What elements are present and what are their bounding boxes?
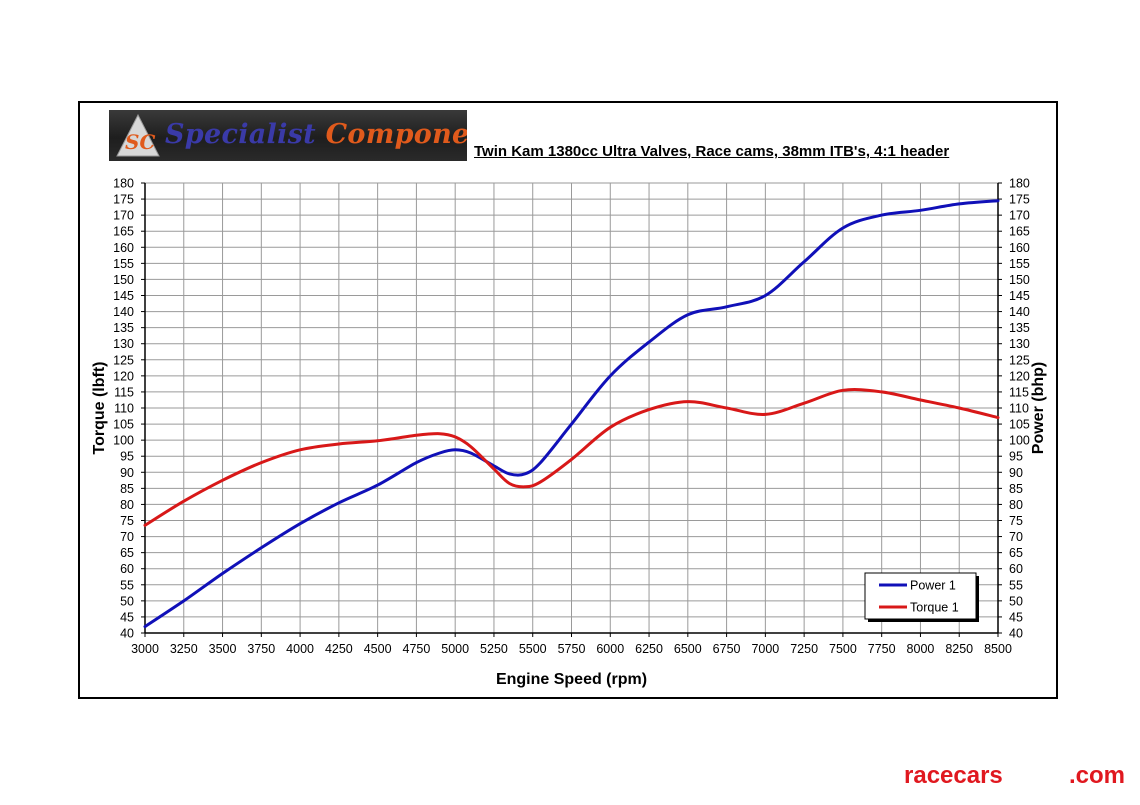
y-tick-label-left: 110 — [114, 402, 134, 416]
y-tick-label-right: 80 — [1009, 498, 1023, 512]
y-tick-label-left: 45 — [120, 610, 134, 624]
y-tick-label-right: 100 — [1009, 434, 1030, 448]
legend-label-torque-1: Torque 1 — [910, 601, 959, 615]
y-tick-label-right: 90 — [1009, 466, 1023, 480]
y-tick-label-right: 180 — [1009, 177, 1030, 191]
series-line-power-1 — [143, 199, 1000, 629]
y-tick-label-left: 140 — [113, 305, 134, 319]
y-tick-label-left: 175 — [113, 193, 134, 207]
y-tick-label-right: 165 — [1009, 225, 1030, 239]
x-tick-label: 4250 — [325, 642, 353, 656]
y-tick-label-left: 90 — [120, 466, 134, 480]
x-tick-label: 3000 — [131, 642, 159, 656]
y-tick-label-left: 115 — [114, 385, 134, 399]
y-tick-label-right: 85 — [1009, 482, 1023, 496]
y-tick-label-left: 40 — [120, 627, 134, 641]
x-tick-label: 7250 — [790, 642, 818, 656]
x-tick-label: 8000 — [907, 642, 935, 656]
x-tick-label: 4500 — [364, 642, 392, 656]
y-tick-label-right: 115 — [1009, 385, 1029, 399]
y-tick-label-right: 55 — [1009, 578, 1023, 592]
y-tick-label-left: 80 — [120, 498, 134, 512]
y-tick-label-left: 50 — [120, 594, 134, 608]
x-axis-label: Engine Speed (rpm) — [496, 671, 647, 688]
y-tick-label-right: 65 — [1009, 546, 1023, 560]
watermark-dotcom[interactable]: .com — [1069, 762, 1126, 789]
y-tick-label-left: 145 — [113, 289, 134, 303]
x-tick-label: 4750 — [403, 642, 431, 656]
y-tick-label-left: 105 — [113, 418, 134, 432]
y-tick-label-left: 60 — [120, 562, 134, 576]
y-tick-label-right: 150 — [1009, 273, 1030, 287]
x-tick-label: 5750 — [558, 642, 586, 656]
y-tick-label-left: 130 — [113, 337, 134, 351]
y-tick-label-left: 165 — [113, 225, 134, 239]
watermark-racecars[interactable]: racecars — [904, 762, 1003, 789]
y-tick-label-left: 170 — [113, 209, 134, 223]
y-tick-label-right: 130 — [1009, 337, 1030, 351]
y-tick-label-left: 55 — [120, 578, 134, 592]
x-tick-label: 5250 — [480, 642, 508, 656]
y-tick-label-left: 155 — [113, 257, 134, 271]
y-tick-label-left: 150 — [113, 273, 134, 287]
y-tick-label-left: 120 — [113, 369, 134, 383]
legend-box — [864, 572, 977, 620]
brand-logo-part1: Specialist — [165, 119, 326, 150]
y-tick-label-right: 40 — [1009, 627, 1023, 641]
y-tick-label-right: 60 — [1009, 562, 1023, 576]
chart-title: Twin Kam 1380cc Ultra Valves, Race cams,… — [474, 143, 950, 160]
y-tick-label-right: 135 — [1009, 321, 1030, 335]
y-tick-label-left: 125 — [113, 353, 134, 367]
x-tick-label: 3750 — [247, 642, 275, 656]
logo-mark-text: SC — [125, 130, 155, 154]
x-tick-label: 6750 — [713, 642, 741, 656]
x-tick-label: 3250 — [170, 642, 198, 656]
x-tick-label: 5500 — [519, 642, 547, 656]
y-tick-label-left: 85 — [120, 482, 134, 496]
y-tick-label-left: 65 — [120, 546, 134, 560]
y-tick-label-right: 120 — [1009, 369, 1030, 383]
x-tick-label: 6000 — [596, 642, 624, 656]
legend-label-power-1: Power 1 — [910, 579, 956, 593]
series-line-torque-1 — [143, 388, 1000, 527]
y-axis-label-right: Power (bhp) — [1030, 362, 1047, 454]
y-tick-label-right: 125 — [1009, 353, 1030, 367]
y-tick-label-right: 140 — [1009, 305, 1030, 319]
x-tick-label: 6500 — [674, 642, 702, 656]
x-tick-label: 8500 — [984, 642, 1012, 656]
x-tick-label: 6250 — [635, 642, 663, 656]
y-tick-label-right: 50 — [1009, 594, 1023, 608]
sc-logo-icon: SC — [116, 113, 160, 157]
brand-logo-part2: Components — [325, 119, 467, 150]
x-tick-label: 7750 — [868, 642, 896, 656]
y-tick-label-left: 75 — [120, 514, 134, 528]
y-tick-label-left: 180 — [113, 177, 134, 191]
y-tick-label-right: 170 — [1009, 209, 1030, 223]
y-tick-label-right: 70 — [1009, 530, 1023, 544]
y-tick-label-left: 100 — [113, 434, 134, 448]
y-axis-label-left: Torque (lbft) — [91, 361, 108, 454]
y-tick-label-right: 75 — [1009, 514, 1023, 528]
x-tick-label: 5000 — [441, 642, 469, 656]
x-tick-label: 4000 — [286, 642, 314, 656]
brand-logo: SC Specialist Components — [109, 110, 467, 161]
x-tick-label: 7000 — [751, 642, 779, 656]
y-tick-label-left: 70 — [120, 530, 134, 544]
y-tick-label-right: 155 — [1009, 257, 1030, 271]
x-tick-label: 7500 — [829, 642, 857, 656]
y-tick-label-right: 175 — [1009, 193, 1030, 207]
x-tick-label: 3500 — [209, 642, 237, 656]
y-tick-label-right: 110 — [1009, 402, 1029, 416]
y-tick-label-right: 160 — [1009, 241, 1030, 255]
y-tick-label-right: 95 — [1009, 450, 1023, 464]
y-tick-label-left: 160 — [113, 241, 134, 255]
y-tick-label-right: 145 — [1009, 289, 1030, 303]
y-tick-label-left: 135 — [113, 321, 134, 335]
brand-logo-text: Specialist Components — [165, 115, 467, 155]
y-tick-label-right: 45 — [1009, 610, 1023, 624]
y-tick-label-right: 105 — [1009, 418, 1030, 432]
y-tick-label-left: 95 — [120, 450, 134, 464]
x-tick-label: 8250 — [945, 642, 973, 656]
